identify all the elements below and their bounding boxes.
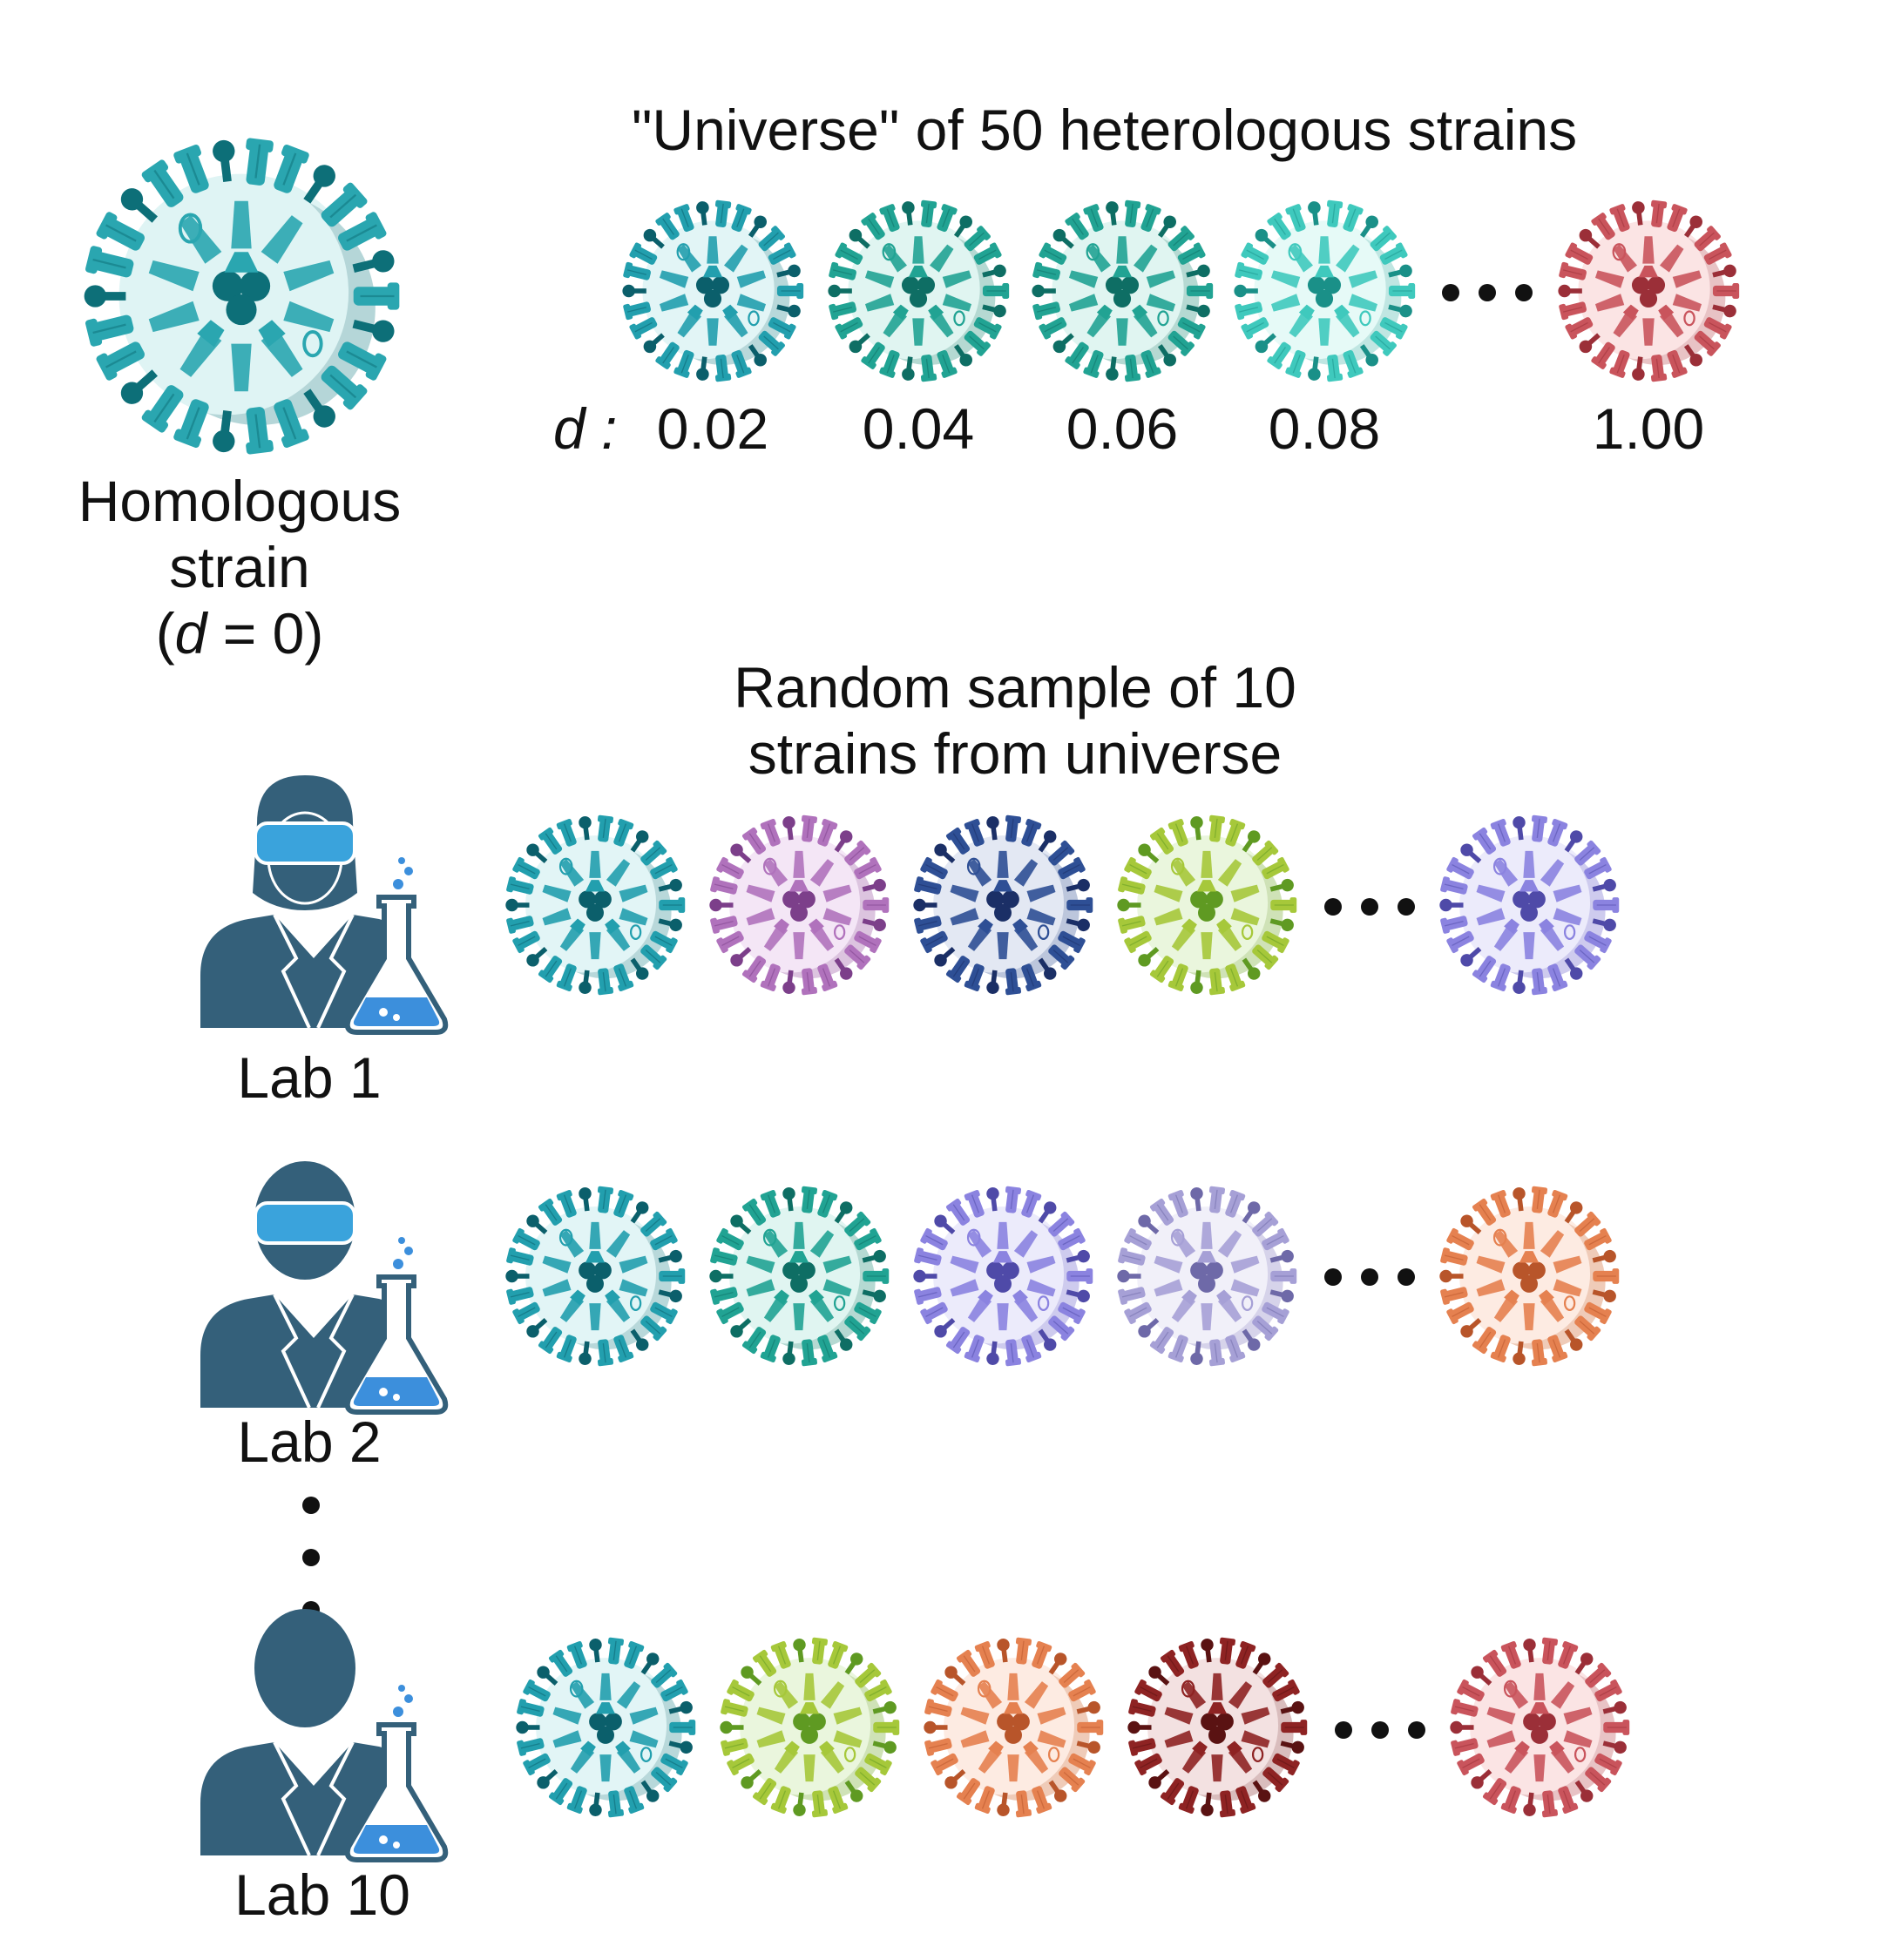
scientist-plain-icon — [196, 1603, 457, 1869]
lab-strain-virus-icon — [713, 1631, 906, 1824]
ellipsis-dots — [1335, 1721, 1425, 1739]
ellipsis-dots — [1442, 284, 1533, 301]
ellipsis-dots — [1324, 898, 1415, 916]
lab-strain-virus-icon — [906, 1179, 1100, 1373]
lab-strain-virus-icon — [702, 808, 896, 1002]
lab-strain-virus-icon — [1110, 808, 1303, 1002]
universe-strain-virus-icon — [1227, 193, 1422, 389]
d-value: 0.06 — [1066, 396, 1179, 461]
lab-strain-virus-icon — [917, 1631, 1110, 1824]
universe-strain-virus-icon — [615, 193, 810, 389]
lab-strain-virus-icon — [906, 808, 1100, 1002]
lab-strain-virus-icon — [1443, 1631, 1636, 1824]
lab-strain-virus-icon — [702, 1179, 896, 1373]
lab-strain-virus-icon — [1110, 1179, 1303, 1373]
vertical-ellipsis-dots — [302, 1497, 320, 1619]
lab-strain-virus-icon — [509, 1631, 702, 1824]
homologous-label-line1: Homologous — [78, 469, 402, 533]
lab-label: Lab 2 — [237, 1409, 382, 1474]
d-value: 0.04 — [862, 396, 975, 461]
sample-title-line1: Random sample of 10 — [734, 655, 1296, 720]
lab-strain-virus-icon — [498, 808, 692, 1002]
lab-strain-virus-icon — [1432, 808, 1626, 1002]
lab-label: Lab 10 — [234, 1862, 410, 1927]
homologous-label-line3: (d = 0) — [155, 600, 324, 666]
scientist-female-goggles-icon — [196, 775, 457, 1041]
lab-strain-virus-icon — [1120, 1631, 1314, 1824]
ellipsis-dots — [1324, 1268, 1415, 1286]
scientist-male-goggles-icon — [196, 1155, 457, 1421]
lab-strain-virus-icon — [1432, 1179, 1626, 1373]
universe-strain-virus-icon — [1025, 193, 1220, 389]
homologous-strain-label: Homologous strain (d = 0) — [35, 469, 444, 667]
homologous-strain-virus-icon — [71, 126, 411, 466]
sample-title: Random sample of 10 strains from univers… — [645, 655, 1385, 787]
d-axis-label: d : — [553, 396, 618, 461]
sample-title-line2: strains from universe — [748, 720, 1283, 786]
lab-label: Lab 1 — [237, 1045, 382, 1110]
d-variable: d — [174, 600, 207, 666]
lab-strain-virus-icon — [498, 1179, 692, 1373]
d-value: 0.02 — [656, 396, 769, 461]
homologous-label-line2: strain — [169, 534, 310, 599]
d-value: 1.00 — [1592, 396, 1705, 461]
universe-strain-virus-icon — [1551, 193, 1746, 389]
universe-strain-virus-icon — [821, 193, 1016, 389]
d-value: 0.08 — [1268, 396, 1381, 461]
universe-title: "Universe" of 50 heterologous strains — [632, 98, 1578, 162]
